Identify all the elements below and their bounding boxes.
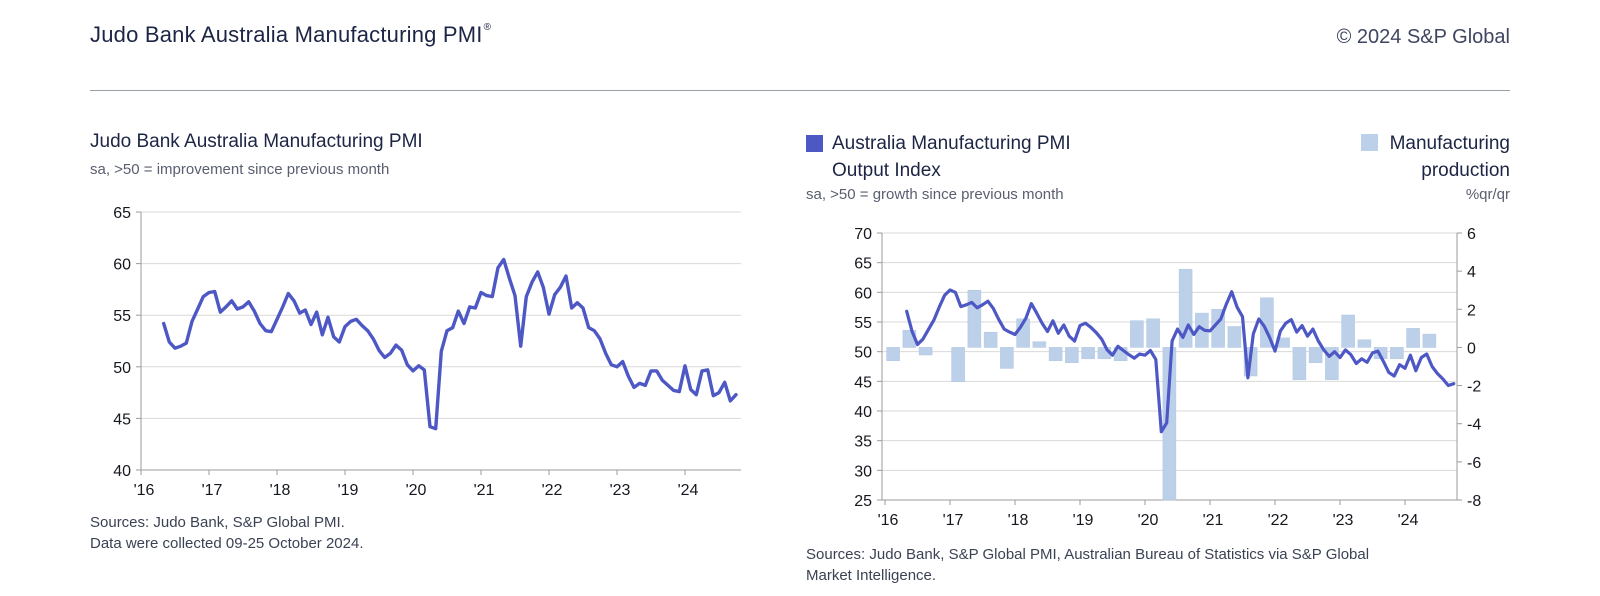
output-index-label-line1: Australia Manufacturing PMI [832, 133, 1071, 154]
production-swatch [1360, 134, 1378, 151]
production-bar [1065, 347, 1079, 363]
x-tick-label: '19 [1073, 512, 1094, 529]
y-tick-label: 40 [113, 463, 131, 480]
right-chart-subtitle: sa, >50 = growth since previous month [806, 186, 1064, 203]
x-tick-label: '23 [1333, 512, 1354, 529]
header-divider [90, 90, 1510, 91]
left-y-tick-label: 50 [854, 345, 872, 362]
production-bar [918, 347, 933, 356]
y-tick-label: 60 [113, 257, 131, 274]
production-bar [1000, 347, 1014, 369]
right-y-tick-label: -2 [1467, 379, 1481, 396]
production-bar [886, 347, 900, 361]
right-chart-legend: Australia Manufacturing PMI Output Index… [806, 130, 1510, 206]
production-bar [1292, 347, 1307, 381]
x-tick-label: '20 [406, 482, 427, 499]
x-tick-label: '24 [678, 482, 699, 499]
production-bar [1341, 314, 1355, 348]
x-tick-label: '16 [878, 512, 899, 529]
production-label-line1: Manufacturing [1389, 133, 1510, 154]
production-unit-label: %qr/qr [1465, 186, 1510, 203]
right-y-tick-label: 2 [1467, 302, 1476, 319]
production-bar [1227, 326, 1242, 348]
left-y-tick-label: 60 [854, 285, 872, 302]
production-bar [967, 289, 982, 348]
source-line: Sources: Judo Bank, S&P Global PMI. [90, 514, 345, 531]
right-y-tick-label: 0 [1467, 340, 1476, 357]
production-bar [1048, 347, 1063, 361]
right-y-tick-label: 6 [1467, 226, 1476, 243]
production-bar [1032, 341, 1047, 348]
y-tick-label: 45 [113, 411, 131, 428]
output-index-swatch [806, 135, 823, 152]
left-y-tick-label: 70 [854, 226, 872, 243]
x-tick-label: '22 [1268, 512, 1289, 529]
left-y-tick-label: 35 [854, 434, 872, 451]
left-chart-canvas: 40 45 50 55 60 65 '16 '17 '18 '19 '20 '21 '22 '23 '24 [113, 205, 741, 499]
production-bar [1357, 339, 1372, 348]
x-tick-label: '18 [270, 482, 291, 499]
x-tick-label: '21 [1203, 512, 1224, 529]
left-y-tick-label: 55 [854, 315, 872, 332]
output-index-legend: Australia Manufacturing PMI Output Index… [806, 130, 1071, 206]
production-legend: Manufacturing production %qr/qr [1360, 130, 1510, 206]
pmi-line [161, 257, 738, 431]
production-bar [1081, 347, 1095, 360]
x-tick-label: '21 [474, 482, 495, 499]
output-index-label-line2: Output Index [832, 160, 941, 181]
x-tick-label: '19 [338, 482, 359, 499]
production-bar [1162, 347, 1177, 501]
production-bar [1146, 318, 1160, 348]
source-line: Sources: Judo Bank, S&P Global PMI, Aust… [806, 546, 1370, 563]
right-y-tick-label: 4 [1467, 264, 1476, 281]
output-index-line [905, 288, 1456, 434]
left-y-tick-label: 25 [854, 493, 872, 510]
right-chart-sources: Sources: Judo Bank, S&P Global PMI, Aust… [806, 544, 1510, 586]
registered-mark: ® [483, 21, 492, 33]
left-y-tick-label: 65 [854, 256, 872, 273]
right-y-tick-label: -8 [1467, 493, 1481, 510]
x-tick-label: '16 [134, 482, 155, 499]
x-tick-label: '22 [542, 482, 563, 499]
collection-note: Data were collected 09-25 October 2024. [90, 535, 364, 552]
source-line: Market Intelligence. [806, 567, 937, 584]
x-tick-label: '18 [1008, 512, 1029, 529]
left-y-tick-label: 30 [854, 463, 872, 480]
y-tick-label: 50 [113, 360, 131, 377]
y-tick-label: 65 [113, 205, 131, 222]
right-y-tick-label: -4 [1467, 417, 1481, 434]
left-chart-subtitle: sa, >50 = improvement since previous mon… [90, 161, 390, 178]
production-bar [951, 347, 965, 382]
left-y-tick-label: 45 [854, 374, 872, 391]
x-tick-label: '17 [202, 482, 223, 499]
x-tick-label: '24 [1398, 512, 1419, 529]
left-y-tick-label: 40 [854, 404, 872, 421]
right-chart-panel: Australia Manufacturing PMI Output Index… [806, 130, 1510, 586]
right-y-tick-label: -6 [1467, 455, 1481, 472]
left-chart-title: Judo Bank Australia Manufacturing PMI [90, 131, 423, 152]
production-bar [1406, 328, 1420, 348]
production-bar [983, 331, 998, 348]
x-tick-label: '20 [1138, 512, 1159, 529]
page-title: Judo Bank Australia Manufacturing PMI® [90, 21, 492, 48]
right-chart-canvas: 25 30 35 40 45 50 55 60 65 70 -8 -6 -4 -2 0 2 4 6 '16 '17 '1… [854, 226, 1481, 529]
x-tick-label: '23 [610, 482, 631, 499]
page-title-text: Judo Bank Australia Manufacturing PMI [90, 22, 483, 47]
copyright-notice: © 2024 S&P Global [1336, 26, 1510, 48]
left-chart-panel: Judo Bank Australia Manufacturing PMI sa… [90, 130, 780, 554]
y-tick-label: 55 [113, 308, 131, 325]
production-bar [1130, 320, 1144, 348]
left-chart-sources: Sources: Judo Bank, S&P Global PMI. Data… [90, 512, 780, 554]
production-bar [1422, 333, 1437, 348]
production-bar [1390, 347, 1404, 360]
x-tick-label: '17 [943, 512, 964, 529]
production-label-line2: production [1421, 160, 1510, 181]
production-bar [1308, 347, 1323, 363]
